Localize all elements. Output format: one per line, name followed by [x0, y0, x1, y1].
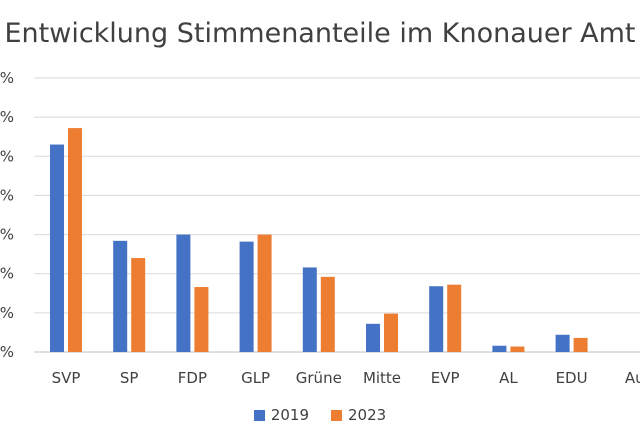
bar-2023-GLP [257, 234, 272, 352]
x-tick-label: EVP [431, 369, 460, 387]
bar-2019-AL [492, 345, 507, 352]
x-tick-label: SP [120, 369, 139, 387]
y-tick-label: 0% [0, 226, 14, 244]
legend-label: 2023 [348, 406, 387, 424]
bar-2023-AL [510, 346, 525, 352]
x-tick-label: Mitte [363, 369, 401, 387]
bar-2019-FDP [176, 234, 191, 352]
bar-2019-Grüne [302, 267, 317, 352]
y-tick-label: 0% [0, 69, 14, 87]
x-tick-label: Au [625, 369, 640, 387]
chart-title: Entwicklung Stimmenanteile im Knonauer A… [4, 18, 636, 49]
x-tick-label: FDP [178, 369, 207, 387]
bar-2019-SVP [50, 144, 64, 352]
bar-2019-EVP [429, 286, 444, 352]
y-tick-label: 0% [0, 265, 14, 283]
x-tick-label: GLP [241, 369, 270, 387]
y-tick-label: 0% [0, 186, 14, 204]
y-tick-labels: 0% 0% 0% 0% 0% 0% 0% 0% [0, 69, 14, 361]
bar-2023-EVP [447, 284, 462, 352]
legend-swatch [253, 409, 265, 421]
x-tick-label: SVP [52, 369, 81, 387]
bar-2019-EDU [555, 334, 570, 352]
y-tick-label: 0% [0, 304, 14, 322]
x-tick-label: Grüne [296, 369, 342, 387]
bar-2023-FDP [194, 287, 209, 352]
bars [50, 128, 588, 352]
y-tick-label: 0% [0, 147, 14, 165]
x-tick-label: EDU [556, 369, 588, 387]
bar-2019-SP [113, 240, 128, 352]
bar-2023-Mitte [384, 313, 398, 352]
legend-item: 2019 [253, 406, 309, 424]
bar-2023-Grüne [320, 276, 335, 352]
legend: 2019 2023 [0, 406, 640, 424]
x-tick-labels: SVP SP FDP GLP Grüne Mitte EVP AL EDU Au [52, 369, 640, 387]
x-tick-label: AL [499, 369, 518, 387]
bar-2023-EDU [573, 337, 588, 352]
legend-item: 2023 [331, 406, 386, 424]
y-tick-label: 0% [0, 108, 14, 126]
y-tick-label: 0% [0, 343, 14, 361]
legend-swatch [331, 409, 342, 421]
bar-2019-Mitte [366, 323, 380, 352]
bar-2019-GLP [239, 241, 254, 352]
legend-label: 2019 [270, 406, 309, 424]
bar-2023-SVP [68, 128, 82, 352]
bar-2023-SP [131, 258, 146, 352]
